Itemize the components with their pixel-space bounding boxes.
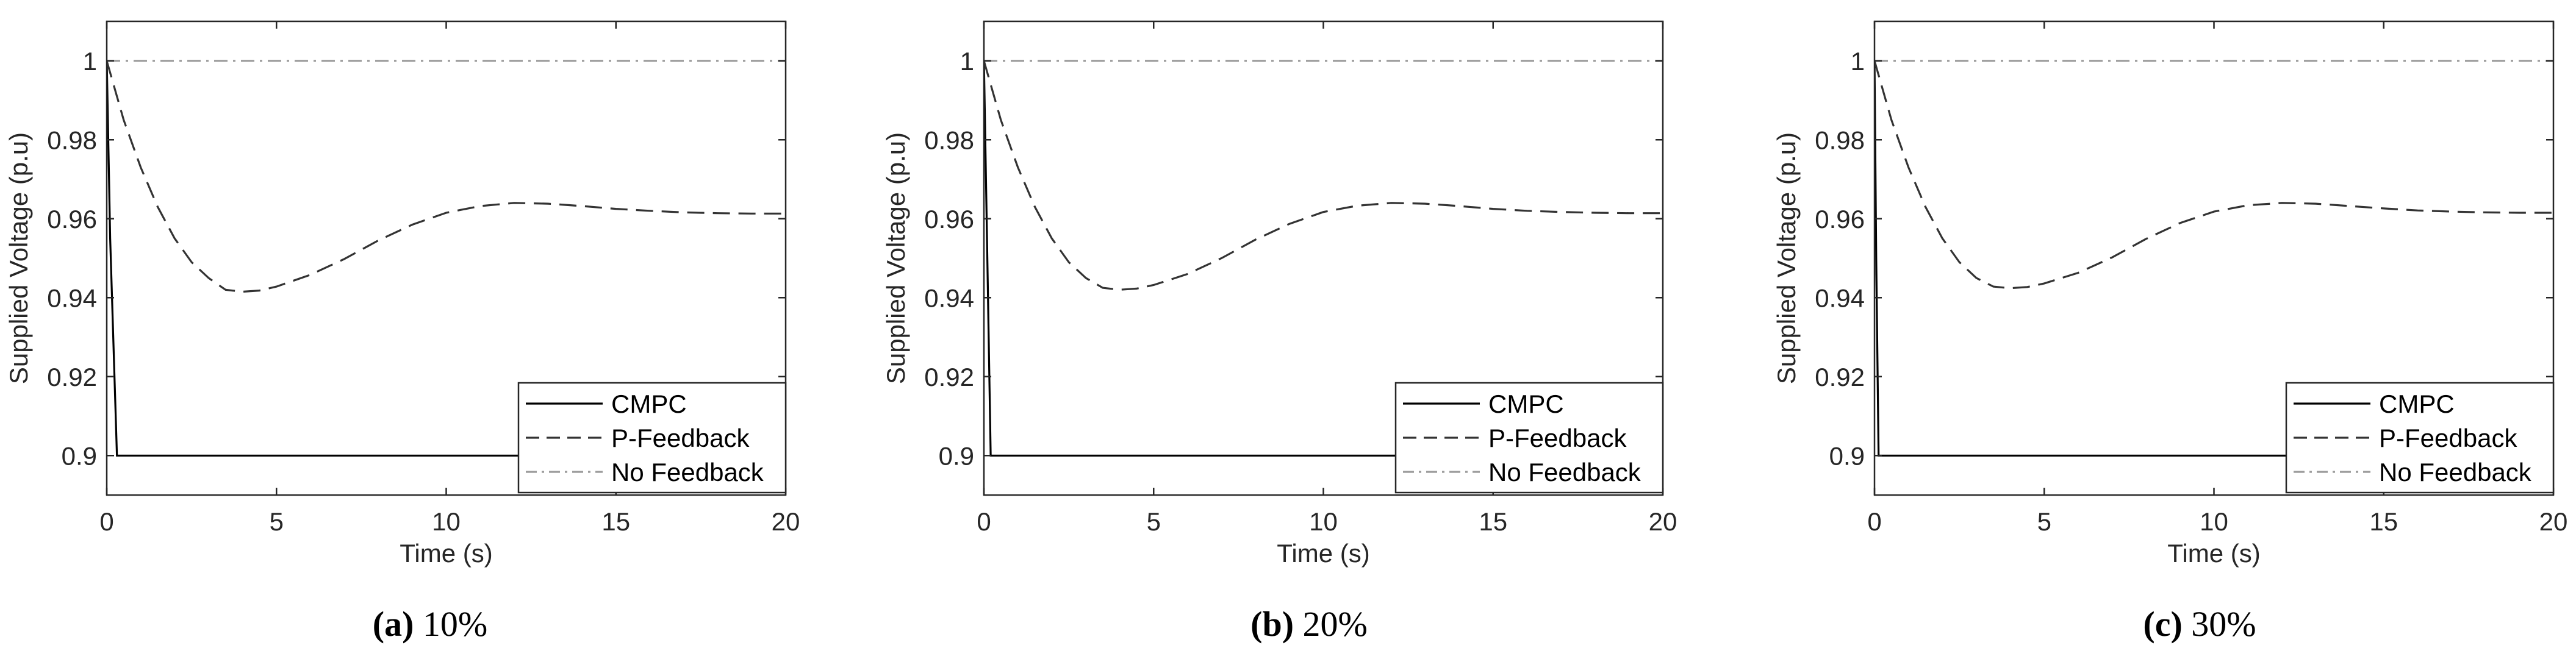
legend-label: No Feedback [611, 458, 764, 486]
legend-label: No Feedback [1488, 458, 1641, 486]
y-axis-label: Supplied Voltage (p.u) [881, 132, 910, 384]
legend-box [1394, 382, 1664, 494]
legend: CMPC P-Feedback No Feedback [1394, 382, 1664, 494]
chart-panel-c: 0 5 10 15 20 0.9 0.92 0.94 0.96 0.98 1 Time (s) Supp… [1772, 20, 2568, 568]
x-tick-label: 5 [270, 507, 284, 536]
series-line-p-feedback [984, 60, 1663, 291]
x-tick-label: 10 [1309, 507, 1338, 536]
y-tick-label: 0.92 [1815, 363, 1865, 391]
y-tick-label: 0.9 [939, 441, 974, 470]
y-axis-label: Supplied Voltage (p.u) [1772, 132, 1801, 384]
x-tick-label: 20 [2539, 507, 2568, 536]
x-tick-label: 0 [977, 507, 991, 536]
legend-label: No Feedback [2379, 458, 2532, 486]
legend: CMPC P-Feedback No Feedback [2285, 382, 2555, 494]
x-axis-label: Time (s) [1277, 539, 1369, 568]
legend-label: CMPC [2379, 390, 2455, 418]
series-line-p-feedback [107, 60, 786, 293]
y-tick-label: 0.94 [1815, 283, 1865, 312]
legend-label: CMPC [1488, 390, 1564, 418]
series-line-cmpc [984, 60, 1663, 457]
caption-c-label: (c) [2143, 604, 2183, 644]
y-tick-label: 0.96 [47, 205, 97, 233]
x-tick-label: 10 [2200, 507, 2228, 536]
legend: CMPC P-Feedback No Feedback [517, 382, 787, 494]
caption-c: (c) 30% [1986, 604, 2413, 644]
x-tick-label: 15 [1479, 507, 1507, 536]
x-tick-label: 20 [772, 507, 800, 536]
chart-panel-a: 0 5 10 15 20 0.9 0.92 0.94 0.96 0.98 1 Time (s) Supp… [4, 20, 800, 568]
y-tick-label: 0.96 [1815, 205, 1865, 233]
legend-box [517, 382, 787, 494]
caption-a: (a) 10% [217, 604, 644, 644]
y-tick-label: 0.92 [924, 363, 974, 391]
x-tick-label: 5 [2037, 507, 2051, 536]
y-tick-label: 1 [1851, 47, 1865, 76]
x-axis-label: Time (s) [400, 539, 492, 568]
legend-label: P-Feedback [2379, 424, 2517, 452]
y-axis-label: Supplied Voltage (p.u) [4, 132, 33, 384]
legend-label: CMPC [611, 390, 687, 418]
legend-label: P-Feedback [1488, 424, 1627, 452]
series-line-cmpc [1875, 60, 2553, 457]
caption-b: (b) 20% [1096, 604, 1523, 644]
legend-label: P-Feedback [611, 424, 750, 452]
y-tick-label: 0.92 [47, 363, 97, 391]
x-tick-label: 0 [99, 507, 113, 536]
series-line-cmpc [107, 60, 786, 457]
chart-panel-b: 0 5 10 15 20 0.9 0.92 0.94 0.96 0.98 1 Time (s) Supp… [881, 20, 1677, 568]
series-line-p-feedback [1875, 60, 2553, 290]
x-axis-label: Time (s) [2167, 539, 2260, 568]
caption-a-label: (a) [372, 604, 414, 644]
y-tick-label: 0.98 [1815, 126, 1865, 154]
x-tick-label: 15 [2369, 507, 2398, 536]
y-tick-label: 0.94 [924, 283, 974, 312]
y-tick-label: 0.96 [924, 205, 974, 233]
x-tick-label: 10 [432, 507, 461, 536]
y-tick-label: 0.94 [47, 283, 97, 312]
y-tick-label: 0.9 [1829, 441, 1865, 470]
caption-c-text: 30% [2191, 604, 2256, 644]
x-tick-label: 5 [1147, 507, 1161, 536]
x-tick-label: 20 [1649, 507, 1677, 536]
y-tick-label: 0.98 [924, 126, 974, 154]
caption-a-text: 10% [422, 604, 488, 644]
y-tick-label: 0.9 [62, 441, 97, 470]
y-tick-label: 0.98 [47, 126, 97, 154]
x-tick-label: 15 [601, 507, 630, 536]
y-tick-label: 1 [83, 47, 97, 76]
caption-b-text: 20% [1302, 604, 1368, 644]
legend-box [2285, 382, 2555, 494]
x-tick-label: 0 [1867, 507, 1881, 536]
caption-b-label: (b) [1250, 604, 1294, 644]
y-tick-label: 1 [960, 47, 974, 76]
